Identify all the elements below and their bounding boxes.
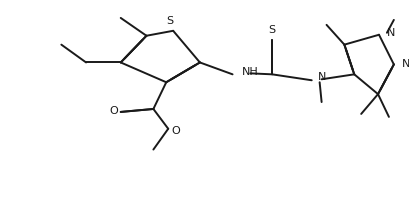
Text: S: S (166, 16, 173, 26)
Text: N: N (317, 72, 325, 82)
Text: O: O (109, 106, 118, 116)
Text: O: O (171, 126, 180, 136)
Text: NH: NH (241, 67, 258, 77)
Text: S: S (268, 25, 275, 35)
Text: N: N (386, 28, 394, 38)
Text: N: N (401, 59, 409, 70)
